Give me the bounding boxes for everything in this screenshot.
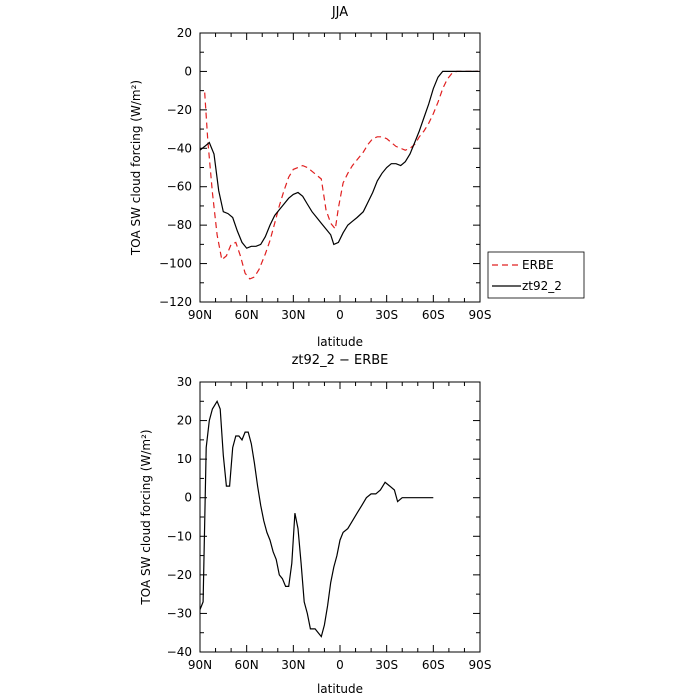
chart2-x-tick-label: 90N (188, 658, 212, 672)
chart1-y-axis-label: TOA SW cloud forcing (W/m²) (129, 80, 143, 256)
chart1-y-tick-label: 20 (177, 26, 192, 40)
chart2-y-tick-label: −30 (167, 606, 192, 620)
chart2-y-axis-label: TOA SW cloud forcing (W/m²) (139, 429, 153, 605)
chart1-x-tick-label: 0 (336, 308, 344, 322)
legend-box (487, 251, 585, 299)
chart2-x-tick-label: 60S (422, 658, 445, 672)
chart1-x-tick-label: 90N (188, 308, 212, 322)
chart2-title: zt92_2 − ERBE (292, 353, 389, 368)
chart1-y-tick-label: −120 (159, 295, 192, 309)
chart1-x-tick-label: 60S (422, 308, 445, 322)
chart1-x-tick-label: 60N (235, 308, 259, 322)
chart1-y-tick-label: −80 (167, 218, 192, 232)
chart2-series-line-1 (199, 399, 434, 638)
chart2-y-tick-label: 20 (177, 414, 192, 428)
chart1-title: JJA (331, 5, 348, 20)
chart1-y-tick-label: 0 (184, 64, 192, 78)
chart2-x-tick-label: 90S (469, 658, 492, 672)
chart2-y-tick-label: 30 (177, 375, 192, 389)
chart1-x-tick-label: 30S (375, 308, 398, 322)
legend-label: ERBE (522, 258, 554, 272)
chart2-x-tick-label: 30N (281, 658, 305, 672)
chart2-y-tick-label: 0 (184, 491, 192, 505)
chart2-x-tick-label: 30S (375, 658, 398, 672)
chart1-x-tick-label: 30N (281, 308, 305, 322)
chart2-y-tick-label: 10 (177, 452, 192, 466)
chart1-y-tick-label: −60 (167, 180, 192, 194)
chart2-y-tick-label: −10 (167, 529, 192, 543)
chart2-x-tick-label: 0 (336, 658, 344, 672)
chart1-x-axis-label: latitude (317, 335, 363, 349)
chart2-y-tick-label: −40 (167, 645, 192, 659)
chart1-series-line-erbe (204, 70, 479, 280)
chart1-x-tick-label: 90S (469, 308, 492, 322)
legend-label: zt92_2 (522, 279, 562, 293)
chart1-y-tick-label: −100 (159, 257, 192, 271)
chart1-series-line-zt92-2 (199, 70, 479, 249)
chart2-x-tick-label: 60N (235, 658, 259, 672)
chart2-y-tick-label: −20 (167, 568, 192, 582)
chart1-y-tick-label: −40 (167, 141, 192, 155)
chart2-x-axis-label: latitude (317, 682, 363, 696)
chart2-plot-frame (199, 381, 481, 653)
chart1-y-tick-label: −20 (167, 103, 192, 117)
